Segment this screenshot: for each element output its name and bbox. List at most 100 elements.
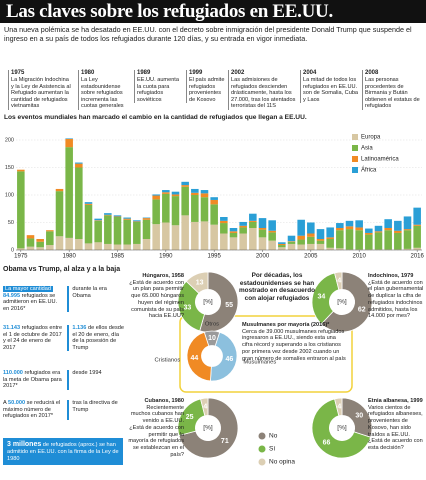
bar-segment	[413, 207, 421, 225]
bar-segment	[113, 215, 122, 217]
bar-segment	[326, 237, 334, 239]
fact-number: 50.000	[8, 400, 26, 406]
bar-segment	[297, 219, 305, 236]
bar-segment	[133, 221, 141, 222]
bar-segment	[336, 228, 344, 231]
bar-segment	[278, 247, 286, 250]
pie-slice	[334, 397, 343, 417]
legend-swatch	[258, 458, 266, 466]
bar-segment	[84, 202, 93, 204]
bar-segment	[278, 245, 286, 248]
pie-center-label: [%]	[203, 425, 213, 432]
fact-lead: A	[3, 400, 7, 406]
y-tick-label: 200	[5, 137, 14, 143]
bar-segment	[200, 197, 209, 222]
bar-segment	[123, 217, 131, 219]
bar-segment	[287, 241, 296, 244]
bar-segment	[413, 225, 421, 248]
bar-segment	[297, 235, 305, 240]
bar-segment	[26, 235, 35, 239]
timeline-text: Las admisiones de refugiados descienden …	[231, 77, 296, 110]
timeline-item: 2002 Las admisiones de refugiados descien…	[228, 70, 298, 111]
bar-segment	[65, 138, 73, 139]
timeline-item: 1989 EE.UU. aumenta la cuota para refugia…	[134, 70, 184, 104]
legend-swatch	[258, 445, 266, 453]
bar-segment	[258, 237, 267, 250]
bar-segment	[229, 237, 238, 250]
slice-label: 46	[226, 356, 234, 363]
bar-segment	[26, 238, 35, 247]
bar-segment	[133, 221, 141, 244]
legend-swatch	[352, 145, 358, 151]
bar-segment	[355, 230, 363, 250]
bar-segment	[104, 243, 112, 250]
bar-segment	[403, 248, 412, 250]
fact: 110.000 refugiados era la meta de Obama …	[3, 370, 125, 390]
timeline-year: 2004	[303, 70, 317, 76]
pie-slice	[311, 398, 372, 459]
timeline-text: El país admite refugiados provenientes d…	[189, 77, 225, 103]
bar-segment	[200, 190, 209, 194]
poll-title: Indochinos, 1979	[368, 273, 414, 279]
bar-segment	[365, 232, 373, 235]
slice-label: 13	[196, 279, 204, 286]
bar-segment	[249, 228, 257, 250]
bar-segment	[36, 239, 44, 242]
timeline-text: La mitad de todos los refugiados en EE.U…	[303, 77, 359, 103]
bar-segment	[220, 233, 228, 250]
y-tick-label: 100	[5, 192, 14, 198]
bar-segment	[142, 219, 151, 239]
timeline-year: 1975	[11, 70, 25, 76]
slice-label: 62	[358, 307, 366, 314]
timeline-item: 1975 La Migración Indochina y la Ley de A…	[8, 70, 72, 111]
bar-segment	[239, 227, 247, 234]
bar-segment	[413, 224, 421, 226]
bar-segment	[268, 240, 276, 250]
bar-segment	[104, 213, 112, 215]
x-tick-label: 2000	[256, 254, 270, 260]
chart-title: Los eventos mundiales han marcado el cam…	[4, 114, 307, 121]
bar-segment	[316, 243, 325, 250]
bar-segment	[374, 231, 383, 233]
bar-segment	[220, 223, 228, 234]
bar-segment	[171, 225, 180, 250]
bar-segment	[152, 195, 160, 200]
bar-segment	[123, 218, 131, 220]
bar-segment	[326, 247, 334, 250]
bar-segment	[229, 232, 238, 238]
bar-segment	[191, 192, 199, 195]
timeline-year: 1989	[137, 70, 151, 76]
bar-segment	[287, 235, 296, 242]
bar-segment	[316, 240, 325, 244]
bar-segment	[355, 227, 363, 231]
bar-segment	[394, 220, 402, 231]
bar-segment	[297, 239, 305, 245]
bar-segment	[94, 242, 102, 250]
bar-segment	[84, 204, 93, 244]
poll-title: Húngaros, 1958	[142, 273, 184, 279]
bar-segment	[258, 218, 267, 228]
bar-segment	[152, 224, 160, 250]
pie-center-label: [%]	[203, 299, 213, 306]
bar-segment	[84, 203, 93, 205]
timeline-text: EE.UU. aumenta la cuota para refugiados …	[137, 77, 179, 103]
bar-segment	[142, 218, 151, 220]
poll-question: ¿Está de acuerdo con el plan gubernament…	[368, 279, 424, 320]
bar-segment	[307, 243, 315, 250]
bar-segment	[249, 221, 257, 228]
bar-segment	[307, 222, 315, 234]
bar-segment	[287, 243, 296, 250]
bar-segment	[229, 231, 238, 233]
bar-segment	[181, 186, 189, 216]
bar-segment	[200, 221, 209, 250]
bar-segment	[113, 216, 122, 217]
bar-segment	[181, 215, 189, 250]
bar-segment	[191, 195, 199, 222]
poll-text: Cubanos, 1980 Recientemente muchos cubano…	[128, 398, 184, 458]
bar-segment	[94, 218, 102, 221]
poll-question: Recientemente muchos cubanos han venido …	[128, 404, 184, 458]
bar-segment	[181, 181, 189, 186]
fact: A 50.000 se reducirá el máximo número de…	[3, 400, 125, 420]
x-tick-label: 2016	[410, 254, 424, 260]
bar-segment	[210, 204, 218, 225]
